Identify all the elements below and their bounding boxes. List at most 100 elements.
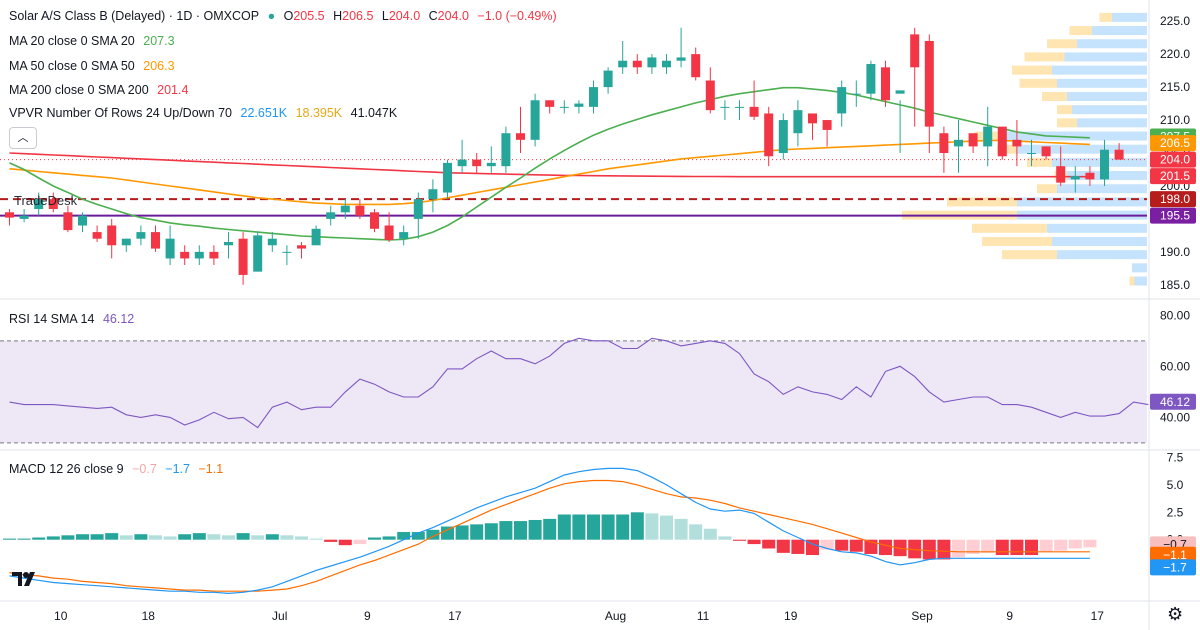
macd-value-tag — [1150, 559, 1196, 576]
macd-histogram-bar — [776, 539, 790, 553]
candle-body — [778, 120, 788, 153]
vpvr-legend[interactable]: VPVR Number Of Rows 24 Up/Down 70 22.651… — [9, 104, 402, 122]
candle-body — [749, 106, 759, 117]
macd-histogram-bar — [353, 539, 367, 545]
vpvr-up-bar — [1067, 91, 1147, 101]
tradingview-logo-icon[interactable] — [10, 568, 40, 590]
candle-body — [209, 251, 219, 259]
ma200-legend[interactable]: MA 200 close 0 SMA 200 201.4 — [9, 81, 193, 99]
ma50-label: MA 50 close 0 SMA 50 — [9, 59, 135, 73]
vpvr-down-bar — [1047, 39, 1077, 49]
candle-body — [895, 90, 905, 94]
candle-body — [92, 232, 102, 239]
macd-histogram-bar — [630, 512, 644, 540]
candle-body — [851, 93, 861, 95]
sma50-line — [9, 139, 1090, 206]
rsi-legend[interactable]: RSI 14 SMA 14 46.12 — [9, 310, 139, 328]
macd-value-tag — [1150, 546, 1196, 563]
vpvr-up-bar — [1064, 52, 1147, 62]
gear-icon[interactable]: ⚙ — [1167, 604, 1184, 624]
macd-histogram-bar — [295, 536, 308, 540]
sma20-line — [9, 86, 1090, 241]
macd-histogram-bar — [820, 539, 834, 550]
vpvr-total: 41.047K — [350, 106, 398, 120]
macd-histogram-bar — [76, 534, 89, 540]
price-label-text: 201.5 — [1160, 169, 1190, 183]
candle-body — [1041, 146, 1051, 157]
candle-body — [997, 126, 1007, 157]
price-tick-label: 210.0 — [1160, 113, 1190, 127]
candle-body — [603, 70, 613, 88]
macd-label: MACD 12 26 close 9 — [9, 462, 124, 476]
candle-body — [224, 241, 233, 246]
time-tick-label: 10 — [54, 609, 68, 623]
time-tick-label: 9 — [1006, 609, 1013, 623]
macd-histogram-bar — [528, 519, 542, 540]
macd-histogram-bar — [660, 515, 673, 540]
vpvr-up-bar — [1017, 144, 1147, 154]
vpvr-down: 18.395K — [295, 106, 343, 120]
macd-histogram-bar — [981, 539, 995, 553]
macd-histogram-bar — [645, 513, 659, 540]
vpvr-up-bar — [1057, 184, 1147, 194]
macd-histogram-bar — [338, 539, 352, 546]
ma50-legend[interactable]: MA 50 close 0 SMA 50 206.3 — [9, 57, 180, 75]
candle-body — [545, 100, 555, 107]
collapse-legend-button[interactable]: ︿ — [9, 127, 37, 149]
candle-body — [457, 159, 467, 167]
rsi-value: 46.12 — [102, 312, 135, 326]
vpvr-down-bar — [1037, 184, 1057, 194]
macd-histogram-bar — [1010, 539, 1024, 556]
macd-histogram-bar — [382, 536, 396, 540]
candle-body — [282, 251, 292, 253]
candle-body — [297, 245, 306, 249]
candle-body — [530, 100, 540, 140]
vpvr-up-bar — [1052, 236, 1147, 246]
vpvr-down-bar — [972, 223, 1047, 233]
macd-histogram-bar — [966, 539, 980, 554]
candle-body — [968, 133, 978, 147]
macd-histogram-bar — [222, 535, 235, 540]
ohlc-low: L204.0 — [381, 9, 421, 23]
macd-histogram-bar — [105, 533, 119, 540]
candle-body — [326, 212, 336, 219]
candle-body — [647, 57, 657, 68]
macd-histogram-bar — [849, 539, 863, 552]
candle-body — [939, 133, 949, 153]
candle-body — [1070, 176, 1080, 180]
candle-body — [1027, 153, 1036, 154]
macd-histogram-bar — [543, 518, 557, 540]
candle-body — [1056, 166, 1066, 183]
price-label-tag — [1150, 135, 1196, 152]
time-tick-label: 19 — [784, 609, 798, 623]
vpvr-down-bar — [947, 197, 1017, 207]
price-tick-label: 185.0 — [1160, 278, 1190, 292]
candle-body — [954, 139, 963, 147]
vpvr-up-bar — [1132, 263, 1147, 273]
watermark: TradeDesk — [14, 193, 78, 208]
candle-body — [559, 106, 569, 108]
macd-tick-label: 7.5 — [1167, 450, 1184, 464]
ma20-legend[interactable]: MA 20 close 0 SMA 20 207.3 — [9, 32, 180, 50]
candle-body — [34, 199, 44, 210]
vpvr-up-bar — [1052, 157, 1147, 167]
macd-line — [9, 467, 1090, 595]
candle-body — [662, 60, 671, 68]
vpvr-down-bar — [1057, 105, 1072, 115]
vpvr-down-bar — [1002, 250, 1057, 260]
vpvr-down-bar — [997, 144, 1017, 154]
candle-body — [501, 133, 511, 167]
macd-histogram-bar — [1025, 539, 1038, 556]
candle-body — [107, 225, 117, 246]
ohlc-close: C204.0 — [428, 9, 469, 23]
macd-legend[interactable]: MACD 12 26 close 9 −0.7 −1.7 −1.1 — [9, 460, 228, 478]
macd-histogram-bar — [368, 537, 381, 540]
macd-histogram-bar — [864, 539, 878, 554]
vpvr-down-bar — [1042, 91, 1067, 101]
symbol-title[interactable]: Solar A/S Class B (Delayed) · 1D · OMXCO… — [9, 9, 260, 23]
candle-body — [676, 57, 686, 61]
vpvr-up-bar — [1077, 118, 1147, 128]
candle-body — [764, 113, 774, 157]
price-label-tag — [1150, 191, 1196, 208]
